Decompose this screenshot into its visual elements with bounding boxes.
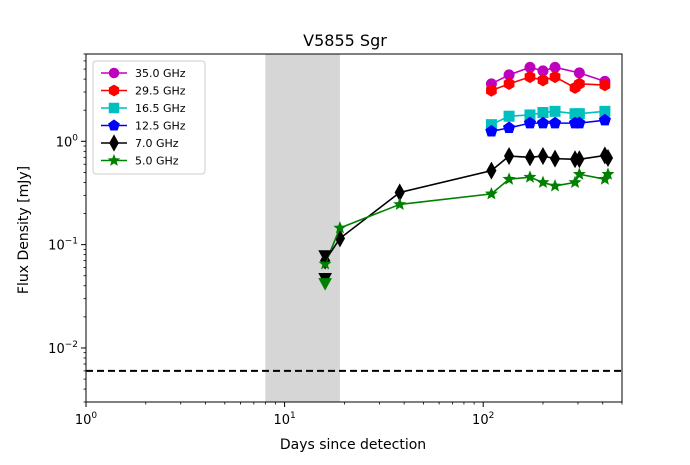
- x-tick-label: 100: [75, 411, 98, 428]
- data-point-5-0-ghz: [523, 170, 537, 183]
- legend-marker: [107, 153, 121, 166]
- legend-marker: [108, 102, 120, 114]
- legend-marker: [108, 67, 120, 79]
- data-point-5-0-ghz: [484, 187, 498, 200]
- y-tick-label: 100: [56, 133, 79, 150]
- data-point-7-0-ghz: [549, 149, 561, 168]
- data-point-5-0-ghz: [572, 167, 586, 180]
- chart-title: V5855 Sgr: [303, 31, 387, 50]
- legend-label: 35.0 GHz: [135, 67, 186, 80]
- series-29-5-ghz: [486, 70, 611, 97]
- y-tick-label: 10−1: [48, 237, 78, 254]
- data-point-5-0-ghz: [318, 257, 332, 270]
- data-point-5-0-ghz: [568, 175, 582, 188]
- legend-item-12-5-ghz: 12.5 GHz: [101, 119, 186, 133]
- data-point-5-0-ghz: [393, 197, 407, 210]
- legend: 35.0 GHz 29.5 GHz 16.5 GHz 12.5 GHz 7.0 GHz 5…: [92, 60, 206, 175]
- legend-label: 7.0 GHz: [135, 137, 179, 150]
- legend-marker: [108, 119, 120, 131]
- data-point-12-5-ghz: [598, 113, 611, 126]
- legend-item-16-5-ghz: 16.5 GHz: [101, 102, 186, 115]
- upper-limit-marker-5-0-ghz: [318, 278, 332, 291]
- data-point-29-5-ghz: [524, 70, 536, 84]
- data-point-12-5-ghz: [573, 116, 586, 129]
- legend-marker: [109, 134, 119, 152]
- legend-item-5-0-ghz: 5.0 GHz: [101, 153, 179, 168]
- data-point-5-0-ghz: [502, 172, 516, 185]
- legend-item-7-0-ghz: 7.0 GHz: [101, 134, 179, 152]
- series-line-5-0-ghz: [324, 173, 609, 265]
- legend-label: 16.5 GHz: [135, 102, 186, 115]
- data-point-5-0-ghz: [601, 167, 615, 180]
- data-point-7-0-ghz: [602, 148, 614, 167]
- shaded-region: [265, 54, 340, 402]
- data-point-35-0-ghz: [573, 67, 585, 79]
- data-point-7-0-ghz: [537, 147, 549, 166]
- data-point-29-5-ghz: [537, 74, 549, 87]
- legend-label: 29.5 GHz: [135, 85, 186, 98]
- data-point-12-5-ghz: [536, 116, 550, 129]
- data-point-7-0-ghz: [486, 161, 497, 180]
- legend-label: 12.5 GHz: [135, 120, 186, 133]
- data-point-12-5-ghz: [548, 116, 562, 129]
- data-point-5-0-ghz: [536, 175, 550, 188]
- x-axis-label: Days since detection: [280, 437, 426, 453]
- series-5-0-ghz: [318, 167, 615, 270]
- legend-item-29-5-ghz: 29.5 GHz: [101, 85, 186, 98]
- data-point-12-5-ghz: [523, 116, 537, 129]
- series-12-5-ghz: [485, 113, 611, 137]
- data-point-5-0-ghz: [333, 221, 347, 234]
- data-point-7-0-ghz: [574, 150, 585, 169]
- data-point-12-5-ghz: [502, 121, 516, 134]
- legend-box: [92, 60, 206, 175]
- data-point-29-5-ghz: [503, 77, 515, 91]
- series-7-0-ghz: [320, 146, 614, 270]
- y-tick-label: 10−2: [48, 340, 78, 357]
- legend-marker: [108, 84, 120, 97]
- plot-area: 100 101 102 10−2 10−1 100 35.0 GHz 29.5 GHz 16.5…: [48, 53, 623, 428]
- x-tick-label: 101: [273, 411, 295, 428]
- data-point-5-0-ghz: [548, 179, 562, 192]
- data-point-16-5-ghz: [537, 107, 549, 119]
- y-axis-label: Flux Density [mJy]: [16, 166, 32, 294]
- data-point-12-5-ghz: [485, 124, 498, 137]
- data-point-29-5-ghz: [599, 78, 611, 92]
- series-16-5-ghz: [485, 105, 611, 131]
- upper-limit-marker-7-0-ghz: [318, 250, 332, 263]
- x-tick-label: 102: [472, 411, 494, 428]
- data-point-29-5-ghz: [574, 77, 585, 91]
- data-point-16-5-ghz: [549, 105, 561, 117]
- data-point-16-5-ghz: [503, 110, 515, 122]
- data-point-7-0-ghz: [524, 148, 536, 167]
- data-point-7-0-ghz: [503, 147, 515, 166]
- data-point-29-5-ghz: [549, 70, 561, 84]
- axes-frame: [85, 53, 623, 403]
- legend-item-35-0-ghz: 35.0 GHz: [101, 67, 186, 80]
- data-point-29-5-ghz: [486, 84, 497, 97]
- legend-label: 5.0 GHz: [135, 155, 179, 168]
